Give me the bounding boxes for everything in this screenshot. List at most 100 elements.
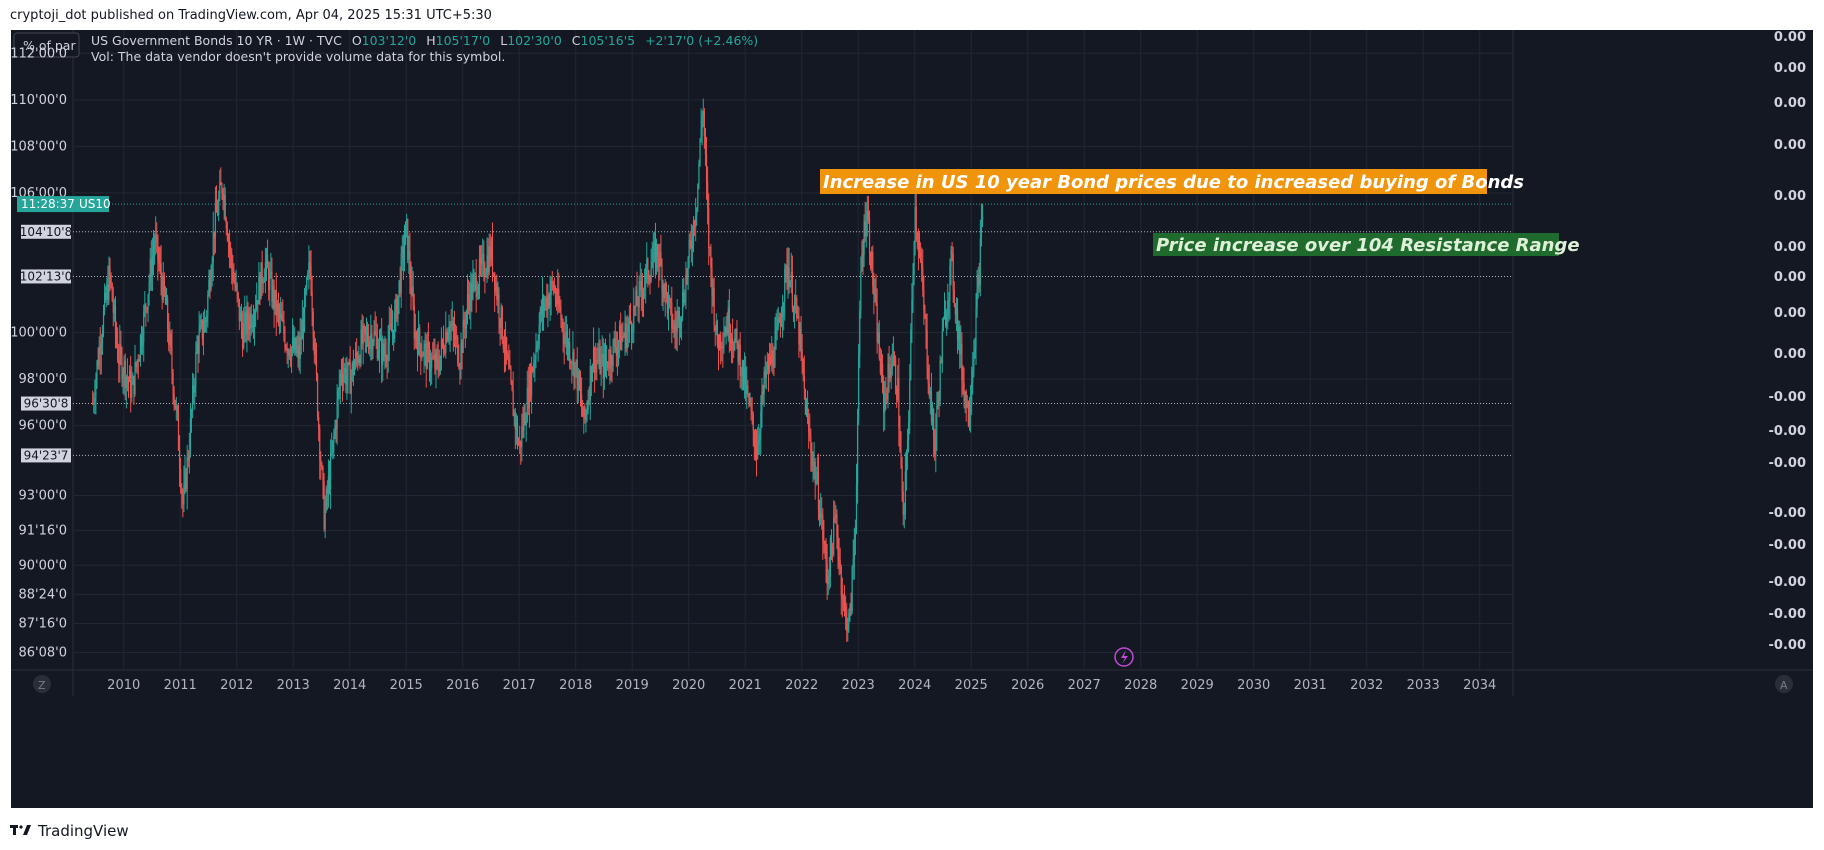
- candle-body: [376, 336, 378, 359]
- candle-body: [406, 218, 408, 222]
- candle-body: [517, 443, 520, 445]
- candle-body: [693, 221, 696, 227]
- candle-body: [130, 370, 132, 398]
- candle-body: [847, 626, 849, 632]
- level-badge-label: 94'23'7: [24, 448, 69, 462]
- candle-body: [715, 321, 717, 331]
- candle-body: [377, 352, 380, 359]
- candle-body: [528, 371, 531, 409]
- candle-body: [950, 251, 952, 266]
- candle-body: [740, 374, 742, 376]
- candle-body: [570, 362, 572, 364]
- candle-body: [943, 310, 946, 318]
- candle-body: [636, 290, 638, 306]
- y-tick-label: 91'16'0: [18, 523, 67, 538]
- current-price-symbol: US10: [79, 197, 111, 211]
- candle-body: [453, 330, 456, 341]
- candle-body: [923, 289, 925, 311]
- candle-body: [142, 342, 144, 346]
- candle-body: [516, 422, 519, 444]
- candle-body: [548, 296, 550, 307]
- candle-body: [181, 487, 183, 494]
- x-axis[interactable]: 2010 2011 2012 2013 2014 2015 2016 2017 2018 2019…: [107, 678, 1496, 693]
- candle-body: [182, 493, 184, 505]
- candle-body: [922, 268, 924, 290]
- lightning-icon[interactable]: [1114, 647, 1134, 667]
- candle-body: [213, 231, 215, 238]
- candle-body: [954, 303, 956, 315]
- annotation-bond-buying[interactable]: Increase in US 10 year Bond prices due t…: [820, 169, 1524, 194]
- candle-body: [763, 371, 765, 394]
- candle-body: [947, 301, 949, 316]
- candle-body: [564, 336, 566, 345]
- candle-body: [256, 300, 258, 310]
- y-tick-label: 110'00'0: [11, 93, 67, 108]
- candle-body: [658, 257, 660, 267]
- candle-body: [113, 305, 115, 313]
- y-axis[interactable]: 112'00'0110'00'0108'00'0106'00'0100'00'0…: [10, 46, 67, 660]
- candle-body: [654, 242, 657, 268]
- candle-body: [919, 252, 922, 262]
- grid-lines: [11, 30, 1813, 696]
- candle-body: [360, 329, 362, 363]
- candle-body: [454, 335, 457, 341]
- candle-body: [554, 290, 557, 300]
- candle-body: [642, 289, 645, 299]
- candle-body: [161, 280, 163, 300]
- candle-body: [121, 353, 123, 380]
- candle-body: [834, 517, 836, 519]
- candle-body: [344, 368, 346, 374]
- candle-body: [691, 245, 694, 248]
- candle-body: [661, 264, 663, 292]
- candle-body: [836, 513, 838, 537]
- candle-body: [312, 312, 314, 338]
- legend-button-scale[interactable]: % of par: [13, 32, 80, 58]
- candle-body: [352, 362, 355, 375]
- x-tick-label: 2025: [955, 678, 988, 693]
- candle-body: [810, 436, 812, 453]
- candle-body: [223, 194, 225, 200]
- candle-body: [927, 367, 929, 384]
- candle-body: [753, 430, 755, 448]
- candle-body: [178, 450, 181, 470]
- candle-body: [459, 367, 461, 369]
- candle-body: [976, 288, 978, 309]
- candle-body: [958, 326, 960, 340]
- right-axis-label: 0.00: [1774, 61, 1806, 76]
- candle-body: [225, 219, 227, 229]
- candle-body: [868, 218, 871, 253]
- candle-body: [524, 412, 526, 426]
- x-tick-label: 2019: [616, 678, 649, 693]
- candle-body: [647, 259, 649, 279]
- candle-body: [916, 231, 918, 241]
- candle-body: [458, 362, 460, 368]
- candle-body: [546, 297, 548, 311]
- candle-body: [187, 457, 189, 461]
- auto-scale-z-button[interactable]: Z: [33, 675, 51, 693]
- candle-body: [167, 298, 169, 329]
- candle-body: [463, 319, 465, 327]
- candle-body: [752, 414, 754, 431]
- candle-body: [895, 359, 897, 389]
- candle-body: [445, 331, 447, 353]
- candle-body: [509, 367, 511, 370]
- candle-body: [118, 360, 120, 365]
- x-tick-label: 2022: [785, 678, 818, 693]
- candle-body: [625, 323, 627, 349]
- right-axis[interactable]: 0.00 0.00 0.00 0.00 0.00 0.00 0.00 0.00 0.00 -0.0…: [1769, 30, 1806, 653]
- annotation-resistance[interactable]: Price increase over 104 Resistance Range: [1153, 233, 1580, 256]
- candle-body: [215, 204, 218, 213]
- candle-body: [269, 273, 271, 290]
- candle-body: [965, 392, 967, 408]
- candle-body: [830, 538, 833, 547]
- right-axis-label: 0.00: [1774, 240, 1806, 255]
- chart-panel[interactable]: Increase in US 10 year Bond prices due t…: [10, 30, 1813, 808]
- candle-body: [354, 352, 357, 365]
- auto-scale-a-button[interactable]: A: [1775, 675, 1793, 693]
- price-chart[interactable]: Increase in US 10 year Bond prices due t…: [10, 30, 1813, 808]
- candle-body: [97, 361, 99, 367]
- candle-body: [638, 281, 640, 308]
- candle-body: [274, 290, 276, 309]
- candle-body: [962, 380, 964, 383]
- candle-body: [266, 254, 269, 269]
